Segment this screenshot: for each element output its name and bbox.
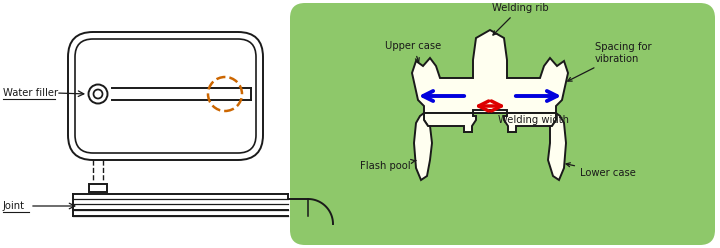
Text: Joint: Joint [3,201,25,211]
FancyBboxPatch shape [290,3,715,245]
Polygon shape [414,113,432,180]
Text: Welding width: Welding width [498,115,569,125]
Text: Lower case: Lower case [566,163,636,178]
Polygon shape [548,113,566,180]
FancyBboxPatch shape [68,32,263,160]
Text: Water filler: Water filler [3,88,58,98]
Polygon shape [412,30,568,113]
FancyBboxPatch shape [75,39,256,153]
Text: Upper case: Upper case [385,41,441,62]
Text: Welding rib: Welding rib [492,3,549,35]
Circle shape [89,85,107,103]
Polygon shape [424,110,556,132]
Circle shape [94,90,102,98]
Text: Flash pool: Flash pool [360,159,416,171]
Bar [89,184,107,192]
Text: Spacing for
vibration: Spacing for vibration [568,42,652,81]
